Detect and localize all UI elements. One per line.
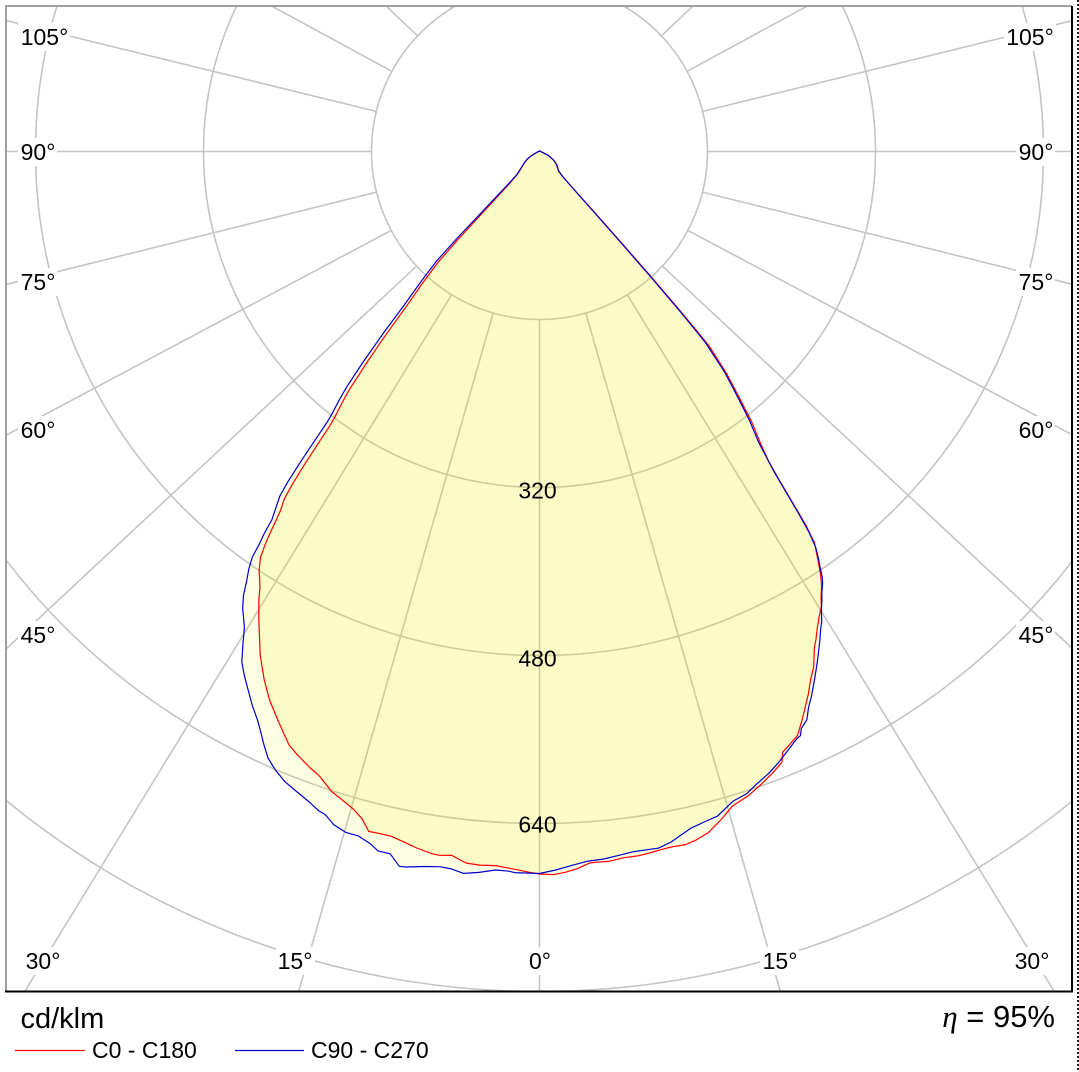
- svg-text:75°: 75°: [21, 269, 56, 295]
- svg-text:C0 - C180: C0 - C180: [92, 1037, 197, 1063]
- svg-text:320: 320: [518, 478, 556, 504]
- svg-text:η = 95%: η = 95%: [942, 999, 1055, 1034]
- svg-text:105°: 105°: [1006, 24, 1054, 50]
- svg-text:75°: 75°: [1019, 269, 1054, 295]
- svg-text:640: 640: [518, 812, 556, 838]
- svg-text:30°: 30°: [26, 948, 61, 974]
- svg-text:60°: 60°: [21, 417, 56, 443]
- svg-text:480: 480: [518, 646, 556, 672]
- svg-text:45°: 45°: [1019, 622, 1054, 648]
- svg-text:60°: 60°: [1019, 417, 1054, 443]
- svg-text:15°: 15°: [763, 948, 798, 974]
- svg-text:90°: 90°: [21, 139, 56, 165]
- svg-text:45°: 45°: [21, 622, 56, 648]
- svg-text:0°: 0°: [529, 948, 551, 974]
- svg-text:cd/klm: cd/klm: [21, 1003, 105, 1035]
- svg-text:C90 - C270: C90 - C270: [311, 1037, 429, 1063]
- svg-text:30°: 30°: [1015, 948, 1050, 974]
- svg-text:105°: 105°: [21, 24, 69, 50]
- svg-text:15°: 15°: [278, 948, 313, 974]
- svg-text:90°: 90°: [1019, 139, 1054, 165]
